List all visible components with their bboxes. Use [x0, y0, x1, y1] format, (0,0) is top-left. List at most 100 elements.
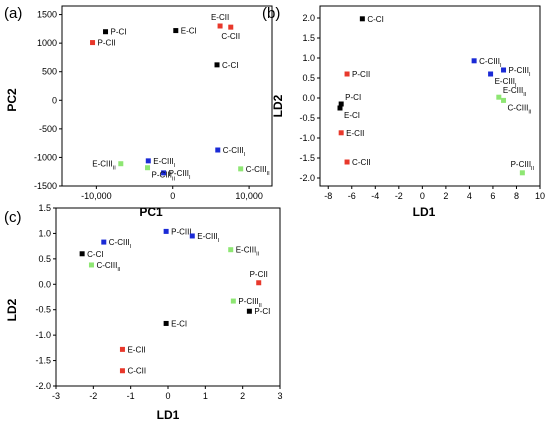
panel-b-ytick-label: 0.0 — [302, 93, 315, 103]
panel-a-point-marker — [145, 158, 151, 164]
panel-a-ytick-label: 1000 — [37, 38, 57, 48]
panel-a-ytick-label: 500 — [42, 67, 57, 77]
panel-a-point-marker — [145, 165, 151, 171]
panel-c-point-marker — [119, 368, 125, 374]
panel-b-frame — [319, 5, 541, 187]
panel-b-point-marker — [471, 58, 477, 64]
panel-b-tag: (b) — [262, 5, 280, 22]
panel-b-xtick-label: -2 — [395, 191, 403, 201]
panel-b-point-label: C-CIIIII — [508, 103, 532, 115]
panel-b-point-label: C-CIIII — [479, 57, 502, 69]
panel-a-xtick-label: 10,000 — [235, 191, 263, 201]
panel-a-ylabel: PC2 — [5, 88, 19, 112]
panel-a-ytick-label: 0 — [52, 95, 57, 105]
panel-c-point-label: E-CII — [127, 345, 145, 354]
panel-c-point-label: E-CI — [171, 319, 187, 328]
panel-a-point-marker — [228, 24, 234, 30]
panel-b-point-label: P-CIIIII — [511, 160, 535, 172]
panel-b-xtick-label: 10 — [535, 191, 545, 201]
panel-b-ytick-label: -2.0 — [299, 173, 315, 183]
panel-a-point-label: P-CI — [111, 28, 127, 37]
panel-b-ytick-label: 2.0 — [302, 13, 315, 23]
panel-c-ytick-label: -1.5 — [35, 356, 51, 366]
panel-b-point-marker — [338, 101, 344, 107]
panel-a-ytick-label: -1000 — [34, 152, 57, 162]
panel-c-xtick-label: -1 — [127, 391, 135, 401]
panel-a-xtick-label: 0 — [170, 191, 175, 201]
panel-b-point-marker — [496, 94, 502, 100]
panel-c-xtick-label: 2 — [240, 391, 245, 401]
panel-c-point-label: P-CII — [250, 270, 268, 279]
panel-c-ytick-label: -2.0 — [35, 381, 51, 391]
panel-b-xtick-label: 6 — [490, 191, 495, 201]
panel-a-tag: (a) — [4, 5, 22, 22]
panel-b-point-marker — [501, 67, 507, 73]
panel-a-point-marker — [214, 62, 220, 68]
panel-c-point-label: C-CIIII — [109, 238, 132, 250]
panel-a-point-marker — [103, 29, 109, 35]
panel-b-ytick-label: 0.5 — [302, 73, 315, 83]
panel-c-point-marker — [88, 262, 94, 268]
panel-b-ytick-label: -1.0 — [299, 133, 315, 143]
panel-b-point-marker — [337, 105, 343, 111]
panel-a-point-label: E-CIIIII — [92, 160, 116, 172]
panel-b-point-label: C-CI — [367, 15, 383, 24]
panel-c-point-marker — [189, 233, 195, 239]
panel-c-point-label: C-CI — [87, 250, 103, 259]
panel-b-xtick-label: 2 — [443, 191, 448, 201]
panel-c-xtick-label: 1 — [203, 391, 208, 401]
panel-a-point-marker — [161, 170, 167, 176]
panel-a-point-marker — [215, 147, 221, 153]
panel-b-point-marker — [501, 97, 507, 103]
panel-c-point-marker — [119, 346, 125, 352]
panel-c-point-label: C-CII — [127, 367, 146, 376]
panel-a-frame — [61, 5, 273, 187]
panel-a-point-marker — [90, 40, 96, 46]
panel-a-point-marker — [217, 23, 223, 29]
panel-c-ylabel: LD2 — [5, 298, 19, 321]
panel-c-point-label: E-CIIIII — [236, 246, 260, 258]
panel-c-point-label: C-CIIIII — [96, 261, 120, 273]
panel-a-point-label: E-CII — [211, 13, 229, 22]
panel-a-ytick-label: -500 — [39, 124, 57, 134]
panel-b-ylabel: LD2 — [271, 94, 285, 117]
panel-b-point-label: E-CIIIII — [503, 86, 527, 98]
panel-c-point-marker — [228, 247, 234, 253]
panel-a-point-label: E-CI — [181, 27, 197, 36]
panel-b-point-label: P-CII — [352, 70, 370, 79]
panel-c-point-marker — [256, 280, 262, 286]
panel-c-point-marker — [79, 251, 85, 257]
panel-b-xtick-label: 8 — [514, 191, 519, 201]
panel-b-point-label: P-CI — [345, 93, 361, 102]
panel-a-point-label: P-CIIII — [169, 169, 191, 181]
panel-a-point-label: C-CIIIII — [246, 165, 270, 177]
panel-b-xtick-label: -8 — [324, 191, 332, 201]
panel-b-point-marker — [359, 16, 365, 22]
panel-b-ytick-label: 1.5 — [302, 33, 315, 43]
panel-b-point-marker — [488, 71, 494, 77]
panel-b-xlabel: LD1 — [413, 205, 436, 219]
panel-c-ytick-label: 1.5 — [38, 203, 51, 213]
panel-b-xtick-label: -6 — [348, 191, 356, 201]
panel-b-point-marker — [338, 130, 344, 136]
panel-b-ytick-label: -1.5 — [299, 153, 315, 163]
panel-b-xtick-label: 4 — [467, 191, 472, 201]
panel-c-scatter: (c) LD1 LD2 -3 -2 -1 0 1 2 3 -2.0 -1.5 -1.0 -0.5 0.… — [4, 203, 283, 422]
panel-b-scatter: (b) LD1 LD2 -8 -6 -4 -2 0 2 4 6 8 10 -2.0 -1.5 -1.0 -… — [262, 5, 545, 219]
panel-c-xlabel: LD1 — [157, 408, 180, 422]
panel-c-ytick-label: 0.0 — [38, 279, 51, 289]
panel-c-point-marker — [246, 308, 252, 314]
panel-b-point-label: E-CII — [346, 129, 364, 138]
panel-b-ytick-label: 1.0 — [302, 53, 315, 63]
panel-c-xtick-label: -2 — [89, 391, 97, 401]
panel-a-point-label: P-CII — [98, 39, 116, 48]
panel-c-ytick-label: -1.0 — [35, 330, 51, 340]
panel-c-point-label: P-CIIIII — [238, 297, 262, 309]
panel-b-point-marker — [344, 159, 350, 165]
panel-c-point-label: P-CI — [254, 307, 270, 316]
panel-c-point-marker — [163, 320, 169, 326]
panel-b-point-marker — [344, 71, 350, 77]
panel-c-ytick-label: -0.5 — [35, 305, 51, 315]
panel-a-point-label: C-CI — [222, 61, 238, 70]
